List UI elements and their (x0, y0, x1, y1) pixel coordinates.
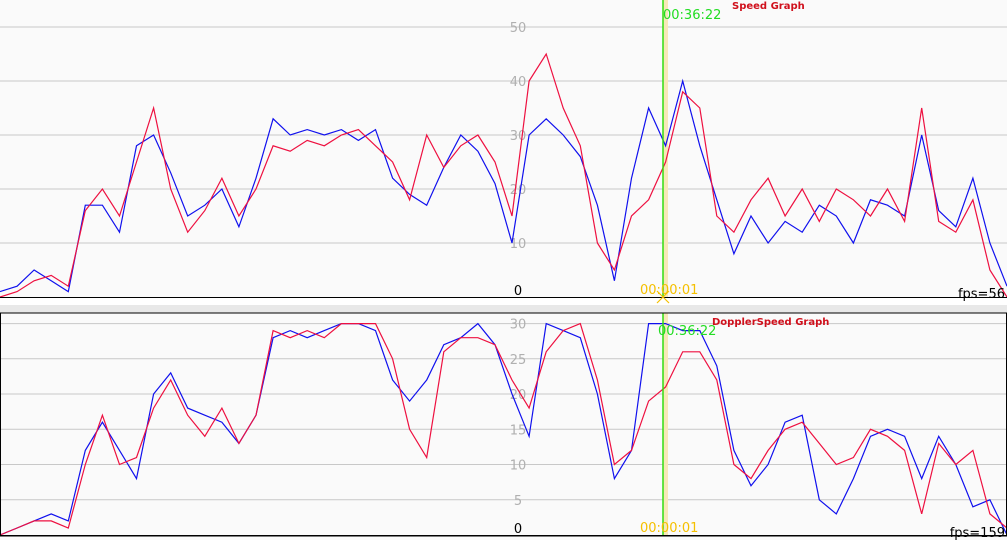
y-tick-label: 0 (514, 522, 522, 537)
y-tick-label: 30 (510, 129, 527, 144)
series-line-blue (0, 322, 1007, 536)
series-line-red (0, 52, 1007, 298)
y-tick-label: 10 (510, 459, 527, 474)
speed-cursor-time: 00:36:22 (663, 8, 721, 23)
cursor-band (663, 0, 668, 297)
speed-graph-title: Speed Graph (732, 1, 805, 12)
y-tick-label: 40 (510, 75, 527, 90)
series-line-red (0, 322, 1007, 536)
y-tick-label: 10 (510, 237, 527, 252)
y-tick-label: 20 (510, 183, 527, 198)
start-marker-icon (656, 290, 670, 304)
doppler-fps: fps=159 (950, 526, 1005, 540)
speed-fps: fps=56 (958, 287, 1005, 302)
y-tick-label: 15 (510, 423, 527, 438)
y-tick-label: 25 (510, 353, 527, 368)
doppler-graph-title: DopplerSpeed Graph (712, 317, 829, 328)
cursor-band (663, 313, 668, 535)
y-tick-label: 30 (510, 318, 527, 333)
doppler-start-time: 00:00:01 (640, 521, 698, 536)
splitter-bar[interactable] (0, 305, 1007, 313)
speed-start-time: 00:00:01 (640, 283, 698, 298)
series-line-blue (0, 78, 1007, 293)
y-tick-label: 5 (514, 494, 522, 509)
doppler-cursor-time: 00:36:22 (658, 324, 716, 339)
y-tick-label: 0 (514, 284, 522, 299)
y-tick-label: 50 (510, 21, 527, 36)
